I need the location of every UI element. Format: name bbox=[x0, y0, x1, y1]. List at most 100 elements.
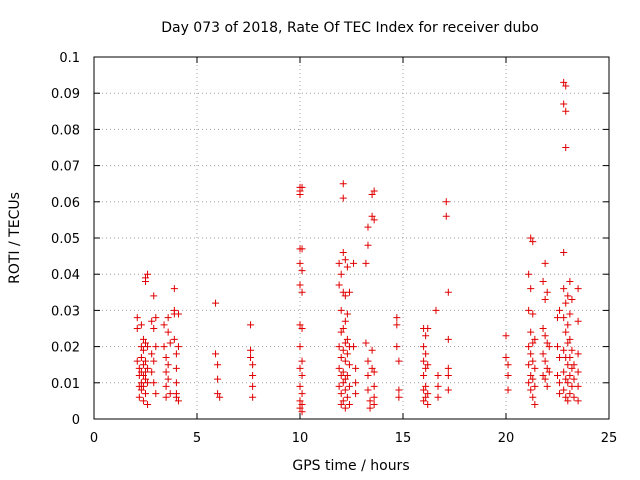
data-point bbox=[247, 353, 255, 361]
data-point bbox=[298, 183, 306, 191]
data-point bbox=[422, 393, 430, 401]
data-point bbox=[133, 357, 141, 365]
data-point bbox=[543, 339, 551, 347]
data-point bbox=[370, 401, 378, 409]
data-point bbox=[214, 361, 222, 369]
data-point bbox=[368, 364, 376, 372]
data-point bbox=[352, 364, 360, 372]
data-point bbox=[568, 346, 576, 354]
data-point bbox=[566, 310, 574, 318]
data-point bbox=[148, 368, 156, 376]
data-point bbox=[541, 357, 549, 365]
x-tick-label: 15 bbox=[395, 431, 412, 446]
data-point bbox=[422, 350, 430, 358]
data-point bbox=[560, 386, 568, 394]
data-point bbox=[339, 248, 347, 256]
data-point bbox=[133, 314, 141, 322]
data-point bbox=[570, 393, 578, 401]
data-point bbox=[560, 78, 568, 86]
data-point bbox=[296, 191, 304, 199]
data-point bbox=[560, 285, 568, 293]
data-point bbox=[345, 382, 353, 390]
data-point bbox=[424, 361, 432, 369]
data-point bbox=[393, 321, 401, 329]
data-point bbox=[298, 325, 306, 332]
data-point bbox=[370, 187, 378, 195]
data-point bbox=[574, 368, 582, 376]
data-point bbox=[139, 346, 147, 354]
data-point bbox=[350, 343, 358, 351]
data-point bbox=[148, 317, 156, 325]
data-point bbox=[144, 379, 152, 387]
data-point bbox=[343, 263, 351, 271]
data-point bbox=[562, 375, 570, 383]
data-point bbox=[504, 361, 512, 369]
data-point bbox=[216, 393, 224, 401]
data-point bbox=[525, 306, 533, 314]
data-point bbox=[556, 390, 564, 398]
data-point bbox=[556, 306, 564, 314]
y-tick-label: 0.1 bbox=[59, 51, 80, 66]
data-point bbox=[564, 379, 572, 387]
data-point bbox=[162, 353, 170, 361]
data-point bbox=[442, 212, 450, 220]
data-point bbox=[574, 382, 582, 390]
data-point bbox=[172, 379, 180, 387]
data-point bbox=[564, 321, 572, 329]
data-point bbox=[160, 343, 168, 351]
data-point bbox=[564, 361, 572, 369]
data-point bbox=[249, 361, 257, 369]
data-point bbox=[174, 310, 182, 318]
data-point bbox=[364, 241, 372, 249]
data-point bbox=[420, 386, 428, 394]
data-point bbox=[296, 404, 304, 412]
data-point bbox=[174, 343, 182, 351]
data-point bbox=[364, 223, 372, 231]
data-point bbox=[364, 386, 372, 394]
data-point bbox=[164, 375, 172, 383]
data-point bbox=[341, 375, 349, 383]
data-point bbox=[139, 361, 147, 369]
data-point bbox=[133, 325, 141, 332]
data-point bbox=[368, 212, 376, 220]
data-point bbox=[527, 234, 535, 242]
data-point bbox=[350, 259, 358, 267]
data-point bbox=[554, 314, 561, 322]
data-point bbox=[395, 357, 403, 365]
data-point bbox=[144, 401, 152, 409]
data-point bbox=[335, 281, 343, 289]
data-point bbox=[370, 393, 378, 401]
data-point bbox=[525, 361, 533, 369]
data-point bbox=[556, 379, 564, 387]
x-tick-label: 25 bbox=[601, 431, 618, 446]
data-points bbox=[133, 78, 582, 416]
data-point bbox=[362, 339, 370, 347]
data-point bbox=[339, 194, 347, 202]
data-point bbox=[554, 343, 561, 351]
data-point bbox=[529, 357, 537, 365]
data-point bbox=[249, 372, 257, 380]
data-point bbox=[172, 364, 180, 372]
y-axis-label: ROTI / TECUs bbox=[7, 192, 23, 284]
data-point bbox=[345, 288, 353, 296]
data-point bbox=[337, 353, 345, 361]
data-point bbox=[164, 328, 172, 336]
data-point bbox=[298, 401, 306, 409]
data-point bbox=[139, 372, 147, 380]
data-point bbox=[150, 379, 158, 387]
data-point bbox=[142, 277, 149, 285]
data-point bbox=[393, 314, 401, 322]
data-point bbox=[296, 245, 304, 253]
data-point bbox=[343, 310, 351, 318]
data-point bbox=[366, 397, 374, 405]
data-point bbox=[370, 382, 378, 390]
data-point bbox=[135, 393, 143, 401]
data-point bbox=[545, 368, 553, 376]
data-point bbox=[339, 180, 347, 188]
data-point bbox=[424, 401, 432, 409]
data-point bbox=[527, 328, 535, 336]
data-point bbox=[296, 364, 304, 372]
data-point bbox=[564, 397, 572, 405]
data-point bbox=[529, 393, 537, 401]
